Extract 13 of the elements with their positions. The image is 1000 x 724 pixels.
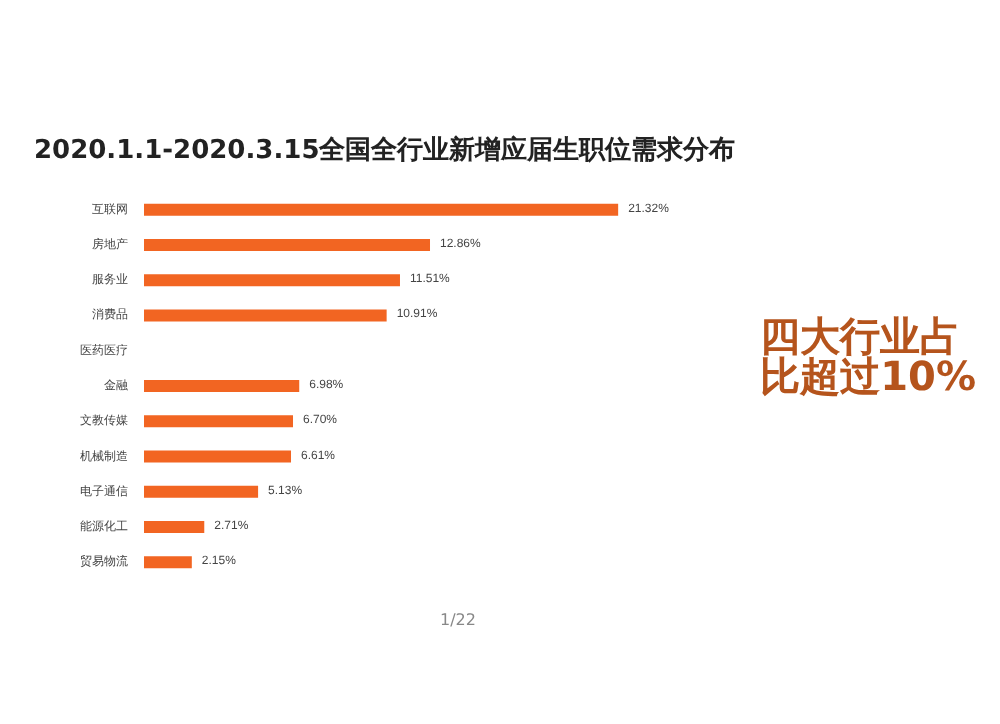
bar	[144, 309, 387, 322]
bar	[144, 485, 259, 498]
bar	[144, 238, 431, 251]
bar	[144, 450, 292, 463]
text: 1/22	[440, 611, 476, 629]
bar	[144, 415, 294, 428]
chart-title: 2020.1.1-2020.3.15全国全行业新增应届生职位需求分布	[34, 134, 736, 166]
bar	[144, 556, 192, 569]
bar	[144, 380, 300, 392]
bar	[144, 274, 400, 287]
text: 四大行业占比超过10%	[760, 312, 977, 400]
bar	[144, 203, 619, 216]
bar	[144, 521, 205, 534]
